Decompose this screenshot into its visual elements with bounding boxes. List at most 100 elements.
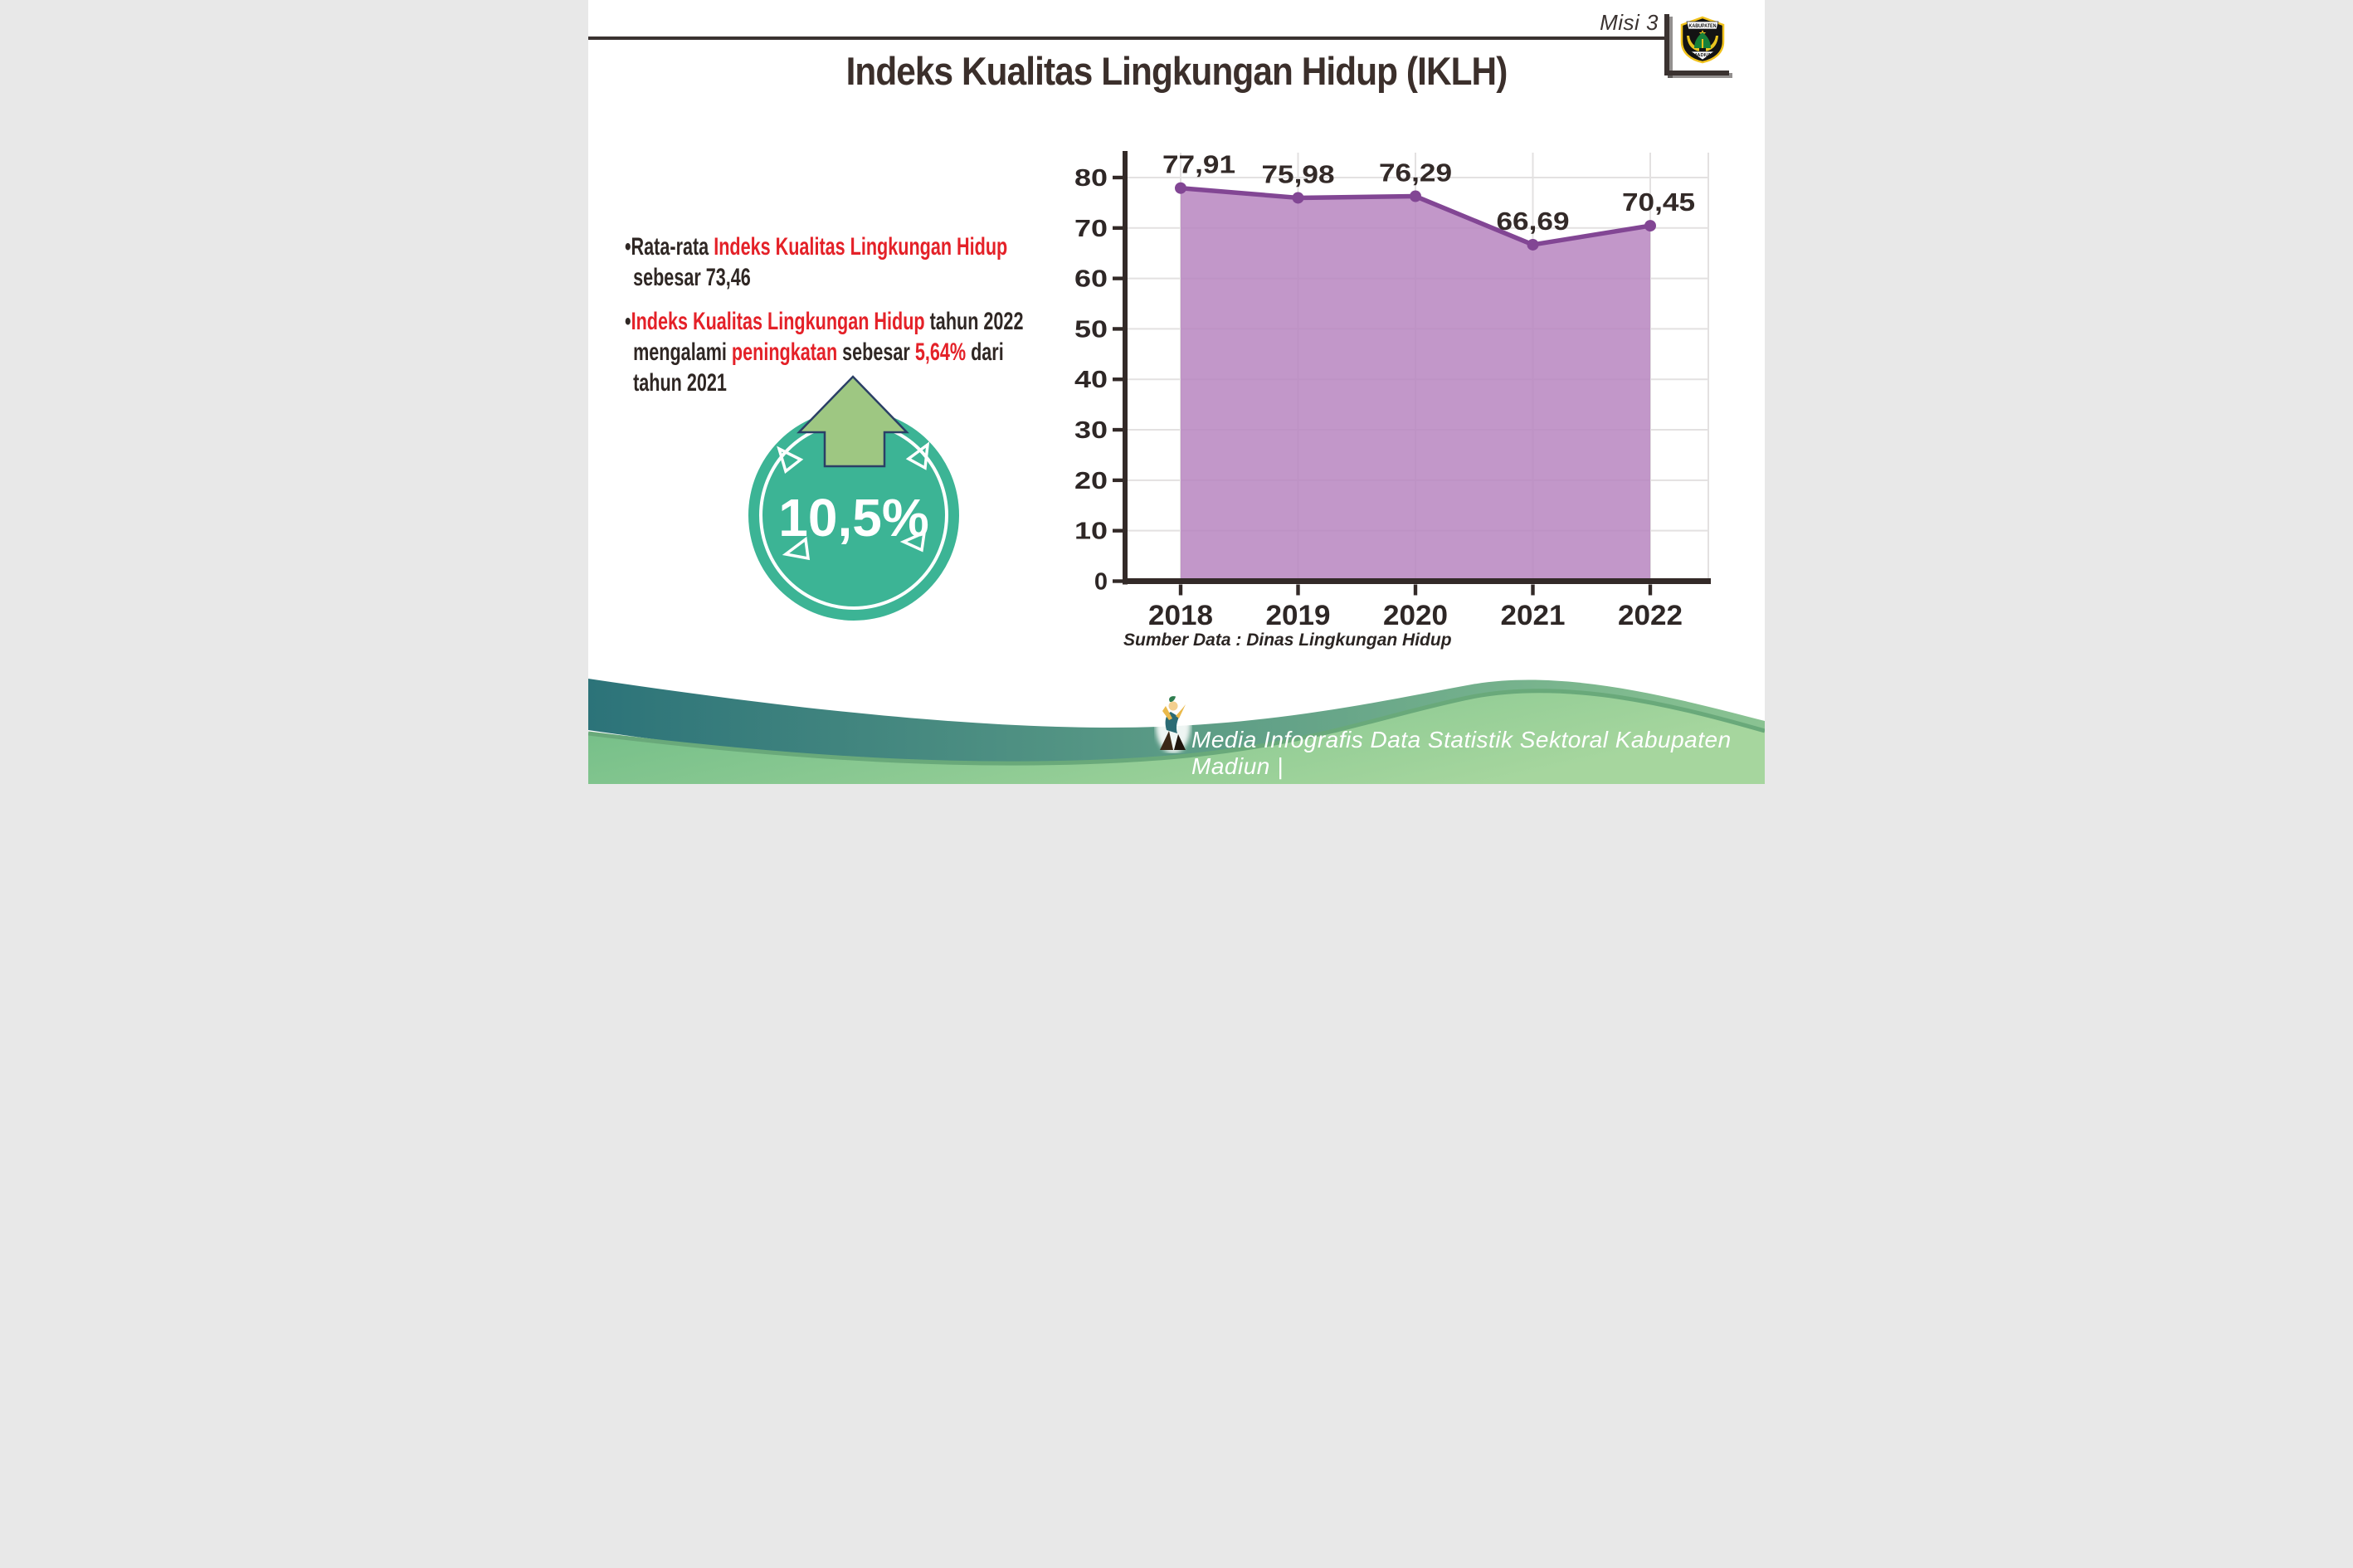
x-tick-label: 2022 bbox=[1618, 600, 1683, 631]
bullet-line: •Indeks Kualitas Lingkungan Hidup tahun … bbox=[625, 306, 1023, 337]
infographic-page: Misi 3 KABUPATEN MADIUN Indeks Kualitas … bbox=[588, 0, 1765, 784]
logo-tree-trunk bbox=[1702, 39, 1703, 48]
x-tick-label: 2019 bbox=[1266, 600, 1331, 631]
badge-tick-top-right bbox=[905, 441, 930, 470]
bullet-line: tahun 2021 bbox=[625, 368, 1007, 398]
y-tick bbox=[1113, 175, 1123, 180]
data-point-label: 70,45 bbox=[1622, 187, 1695, 217]
kabupaten-madiun-logo: KABUPATEN MADIUN bbox=[1677, 13, 1728, 65]
mascot-right-arm bbox=[1176, 704, 1186, 718]
data-source-caption: Sumber Data : Dinas Lingkungan Hidup bbox=[1123, 631, 1452, 650]
mascot-right-leg bbox=[1174, 734, 1186, 750]
logo-bracket-shadow bbox=[1668, 17, 1673, 78]
data-point-label: 77,91 bbox=[1162, 150, 1235, 179]
increase-badge-graphic: 10,5% bbox=[748, 375, 959, 621]
logo-top-text: KABUPATEN bbox=[1689, 23, 1717, 29]
data-point-label: 76,29 bbox=[1379, 158, 1452, 187]
logo-bottom-text: MADIUN bbox=[1693, 53, 1712, 58]
logo-bracket-shadow bbox=[1668, 73, 1732, 78]
y-tick bbox=[1113, 528, 1123, 533]
footer-waves bbox=[588, 679, 1765, 784]
bullet-text-segment: sebesar 73,46 bbox=[633, 264, 751, 291]
bullet-text-segment: •Rata-rata bbox=[625, 233, 714, 261]
bullet-text-segment: tahun 2021 bbox=[633, 369, 727, 397]
badge-tick-bottom-left bbox=[782, 536, 811, 561]
bullet-text-segment: sebesar bbox=[837, 338, 915, 366]
y-tick bbox=[1113, 276, 1123, 280]
misi-label: Misi 3 bbox=[1600, 10, 1659, 35]
footer-caption: Media Infografis Data Statistik Sektoral… bbox=[1191, 727, 1732, 779]
bullet-line: sebesar 73,46 bbox=[625, 262, 1007, 293]
up-arrow-icon bbox=[797, 375, 909, 468]
data-point-label: 66,69 bbox=[1497, 207, 1570, 236]
badge-tick-top-left bbox=[777, 446, 804, 474]
data-point-marker bbox=[1527, 238, 1539, 251]
y-tick bbox=[1113, 226, 1123, 231]
logo-bracket bbox=[1664, 71, 1729, 75]
y-tick-label: 40 bbox=[1074, 367, 1108, 393]
y-tick-label: 0 bbox=[1094, 569, 1108, 596]
iklh-area-chart: 0 10 20 30 40 50 60 70 80 2018 2019 2020 2021 2022 77,… bbox=[1053, 139, 1733, 637]
data-point-marker bbox=[1292, 192, 1304, 204]
logo-shield-icon: KABUPATEN MADIUN bbox=[1680, 16, 1725, 64]
increase-badge: 10,5% bbox=[736, 355, 972, 631]
y-tick bbox=[1113, 327, 1123, 331]
y-tick-label: 10 bbox=[1074, 519, 1108, 545]
bullet-line: •Rata-rata Indeks Kualitas Lingkungan Hi… bbox=[625, 231, 1007, 262]
data-point-marker bbox=[1410, 190, 1421, 202]
x-tick-label: 2018 bbox=[1148, 600, 1213, 631]
x-tick bbox=[1413, 584, 1418, 596]
x-tick bbox=[1178, 584, 1183, 596]
mascot-icon bbox=[1154, 695, 1192, 753]
y-tick-label: 70 bbox=[1074, 216, 1108, 242]
bullet-line: mengalami peningkatan sebesar 5,64% dari bbox=[625, 337, 1007, 368]
y-tick-label: 60 bbox=[1074, 266, 1108, 293]
mascot-head-leaf bbox=[1169, 696, 1176, 703]
iklh-chart-svg: 0 10 20 30 40 50 60 70 80 2018 2019 2020 2021 2022 77,… bbox=[1074, 150, 1711, 631]
logo-bottom-ribbon bbox=[1689, 51, 1716, 61]
page-title: Indeks Kualitas Lingkungan Hidup (IKLH) bbox=[845, 49, 1508, 93]
x-axis-line bbox=[1123, 578, 1711, 584]
data-point-marker bbox=[1175, 182, 1186, 194]
x-tick-label: 2021 bbox=[1501, 600, 1566, 631]
logo-bracket bbox=[1664, 14, 1669, 75]
y-tick bbox=[1113, 478, 1123, 483]
badge-circle bbox=[748, 410, 959, 621]
data-point-label: 75,98 bbox=[1262, 159, 1335, 188]
y-tick-label: 30 bbox=[1074, 417, 1108, 444]
logo-top-ribbon bbox=[1686, 21, 1719, 30]
bullet-item: •Indeks Kualitas Lingkungan Hidup tahun … bbox=[625, 306, 1023, 398]
bullet-text-segment: • bbox=[625, 308, 631, 335]
bullet-text-segment: mengalami bbox=[633, 338, 732, 366]
badge-tick-bottom-right bbox=[899, 530, 927, 553]
mascot-left-arm bbox=[1162, 706, 1172, 720]
bullet-text-segment: 5,64% bbox=[914, 338, 967, 366]
footer-teal-wave bbox=[588, 679, 1765, 766]
bullet-text-segment: tahun 2022 bbox=[924, 308, 1024, 335]
bullet-text-segment: Indeks Kualitas Lingkungan Hidup bbox=[631, 308, 925, 335]
header-rule bbox=[588, 37, 1668, 40]
bullet-text-segment: dari bbox=[966, 338, 1004, 366]
mascot-head bbox=[1168, 701, 1178, 711]
x-tick bbox=[1296, 584, 1300, 596]
bullet-text-segment: peningkatan bbox=[731, 338, 838, 366]
data-point-marker bbox=[1644, 220, 1656, 232]
x-tick bbox=[1648, 584, 1653, 596]
x-tick-label: 2020 bbox=[1383, 600, 1448, 631]
y-tick-label: 50 bbox=[1074, 316, 1108, 343]
bullet-item: •Rata-rata Indeks Kualitas Lingkungan Hi… bbox=[625, 231, 1007, 293]
y-tick bbox=[1113, 427, 1123, 432]
y-tick-label: 80 bbox=[1074, 165, 1108, 192]
footer-wave-art bbox=[588, 647, 1765, 784]
y-tick-label: 20 bbox=[1074, 468, 1108, 494]
x-tick bbox=[1531, 584, 1535, 596]
y-axis-line bbox=[1123, 151, 1128, 585]
mascot-graphic bbox=[1156, 696, 1191, 753]
bullet-text-segment: Indeks Kualitas Lingkungan Hidup bbox=[714, 233, 1008, 261]
area-fill bbox=[1181, 187, 1650, 582]
mascot-left-leg bbox=[1160, 731, 1173, 750]
key-findings-list: •Rata-rata Indeks Kualitas Lingkungan Hi… bbox=[625, 231, 1156, 398]
y-tick bbox=[1113, 579, 1123, 583]
y-tick bbox=[1113, 377, 1123, 382]
footer-wave-rim bbox=[588, 689, 1765, 766]
